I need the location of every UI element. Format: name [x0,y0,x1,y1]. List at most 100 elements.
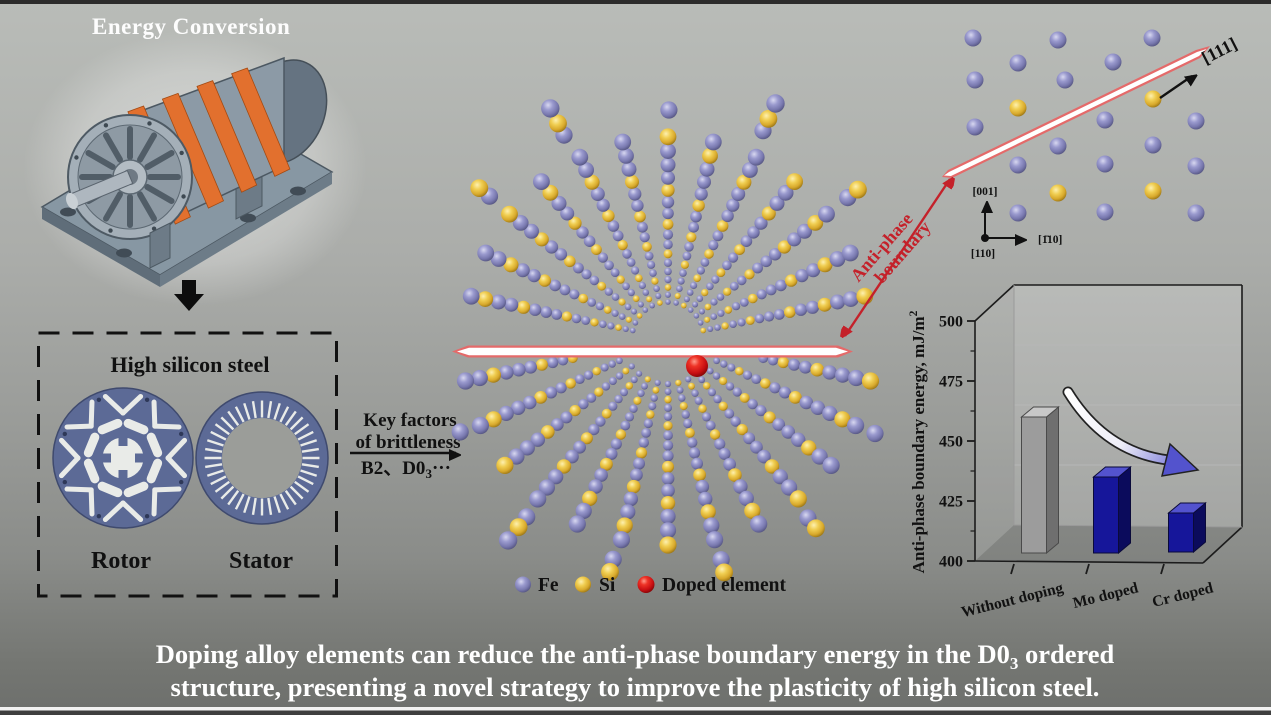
fe-atom [573,440,586,454]
si-atom [569,405,581,417]
fe-atom [586,393,597,403]
rotor-rivet [144,514,150,519]
rotor-rivet [62,431,67,437]
fe-atom [524,223,539,239]
si-atom [709,429,721,440]
si-atom [693,468,706,482]
stator-slot [234,406,245,423]
end-plate-spoke [137,132,157,163]
fe-atom [620,504,636,520]
fe-atom [703,517,720,534]
rotor-flux-barrier [64,423,94,430]
fe-atom [713,357,720,365]
fe-atom [541,99,560,118]
fe-atom [662,450,674,462]
fe-atom [769,382,781,394]
fe-atom [660,157,676,173]
end-plate-bolt [108,228,113,233]
fe-atom [533,173,550,191]
fe-atom [648,402,657,411]
fe-atom [750,515,768,533]
fe-atom [772,469,788,485]
fe-atom [574,374,585,384]
si-atom [485,367,501,383]
rotor-image [52,387,194,529]
si-atom [702,148,718,164]
fe-atom [711,275,720,284]
si-atom [582,490,598,506]
si-atom [1009,99,1027,117]
si-atom [601,408,612,419]
fe-atom [682,251,692,261]
fe-atom [722,260,732,271]
fe-atom [540,306,552,318]
si-atom [636,313,643,319]
stator-label: Stator [229,548,293,574]
fe-atom [628,187,642,201]
end-plate-bolt [74,155,79,160]
chart-left-wall [975,285,1014,561]
stator-slot [279,406,290,423]
fe-atom [637,301,644,308]
fe-atom [710,313,718,320]
si-atom [674,293,681,299]
si-atom [744,502,761,519]
si-atom [807,215,824,231]
fe-atom [456,372,475,390]
fe-atom [588,479,603,494]
bar-mo-doped [1093,476,1119,554]
fe-atom [578,398,589,410]
fe-atom [728,252,739,263]
fe-atom [571,148,589,166]
fe-atom [647,260,656,269]
bottom-border [0,710,1271,715]
si-atom [635,447,648,459]
si-atom [834,411,851,428]
fe-atom [747,148,765,166]
si-atom [679,402,688,411]
fe-atom [706,367,714,375]
rotor-flux-barrier [88,487,95,517]
si-atom [618,298,626,306]
si-atom [601,563,619,581]
fe-atom [752,262,763,274]
rotor-slot [97,481,123,498]
end-plate-bolt [151,226,157,231]
fe-atom [742,162,758,178]
fe-atom [512,215,529,231]
fe-atom [773,309,785,320]
fe-atom [818,205,835,223]
rotor-bore [102,437,144,479]
crystal-axes: [001] [1̄10] [110] [971,186,1062,260]
fe-atom [583,235,596,247]
y-tick-label: 450 [939,434,963,451]
caption-line2: structure, presenting a novel strategy t… [171,672,1100,702]
fe-atom [1104,53,1122,71]
si-atom [1144,182,1162,200]
si-atom [603,306,612,314]
fe-atom [550,418,564,431]
fe-atom [795,269,809,283]
end-plate-bolt [181,194,186,199]
si-atom [664,284,672,291]
fe-atom [662,229,674,240]
rotor-keyway-tab [135,453,146,463]
rotor-rivet [179,431,184,437]
motor-front-foot [149,222,171,269]
fe-atom [713,394,722,404]
rotor-rivet [96,514,102,519]
fe-atom [527,269,541,283]
fe-atom [1096,155,1114,173]
fe-atom [605,447,618,460]
fe-atom [757,449,771,464]
fe-atom [629,404,638,413]
fe-atom [764,311,775,322]
fe-atom [693,313,700,319]
stator-slot [210,475,227,486]
si-atom [736,424,748,436]
fe-atom [731,187,746,201]
fe-atom [707,326,714,332]
fe-atom [704,133,722,151]
fe-atom [641,382,648,390]
fe-atom [777,184,794,201]
